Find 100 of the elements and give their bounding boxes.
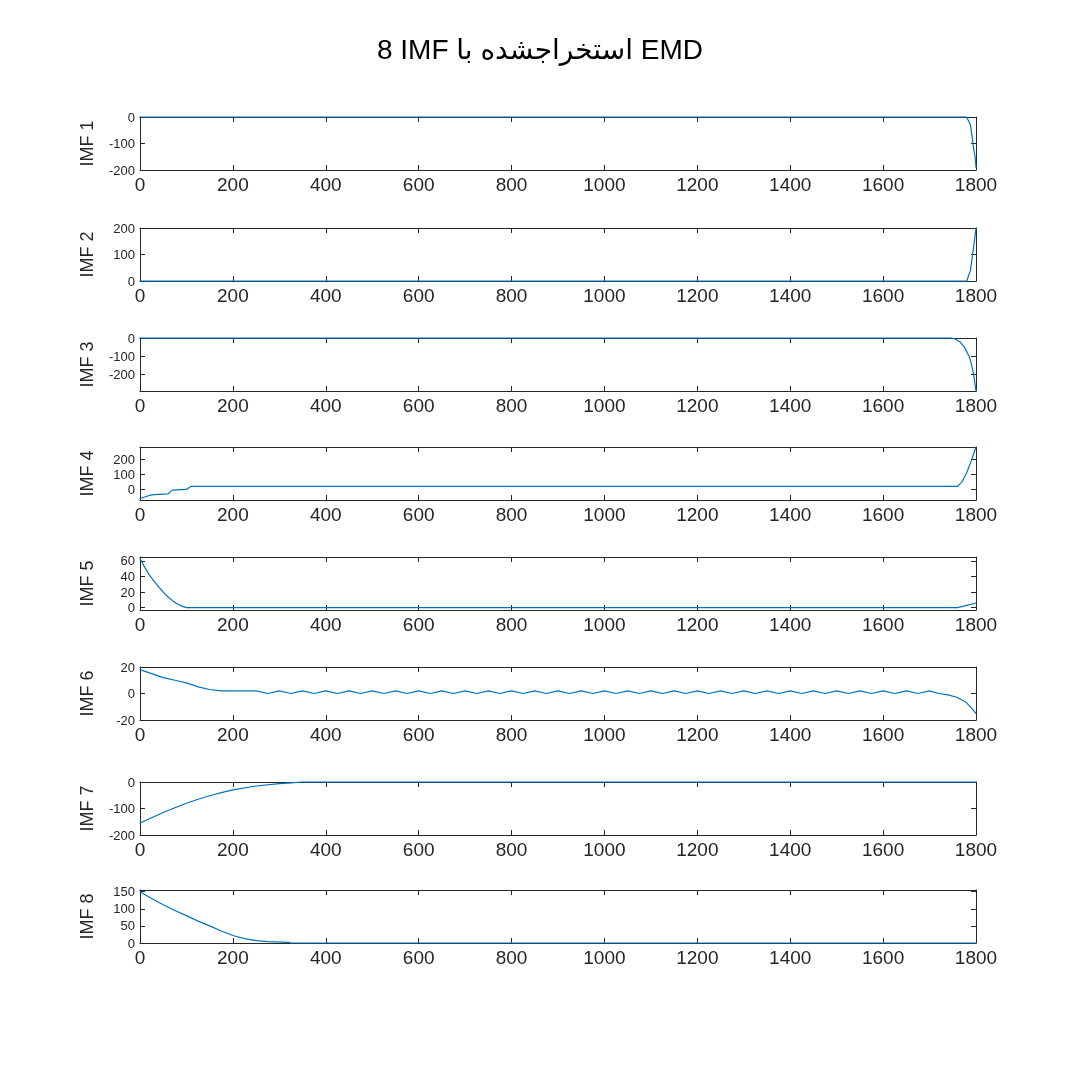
y-tick-label: 0	[127, 273, 135, 289]
y-tick-label: -200	[108, 827, 135, 843]
y-tick-label: 50	[120, 918, 135, 934]
x-tick-label: 800	[495, 947, 528, 968]
x-tick-label: 1800	[954, 724, 998, 745]
x-tick-label: 600	[402, 947, 435, 968]
x-tick-label: 1600	[861, 395, 905, 416]
line-series	[139, 227, 977, 282]
x-tick-label: 1200	[676, 839, 719, 860]
x-tick-label: 1400	[769, 724, 812, 745]
x-tick-label: 1200	[676, 285, 719, 306]
x-tick-label: 1400	[769, 395, 812, 416]
x-tick-label: 1600	[861, 174, 905, 195]
x-tick-label: 1800	[954, 174, 998, 195]
x-tick-label: 200	[217, 174, 249, 195]
x-tick-label: 200	[217, 947, 249, 968]
x-tick-label: 600	[402, 174, 435, 195]
x-tick-label: 1800	[954, 504, 998, 525]
x-tick-label: 600	[402, 724, 435, 745]
y-tick-label: 0	[127, 774, 135, 790]
x-tick-label: 400	[309, 174, 342, 195]
y-tick-label: 0	[127, 330, 135, 346]
x-tick-label: 1000	[583, 285, 626, 306]
y-axis-title: IMF 8	[77, 893, 97, 940]
x-tick-label: 800	[495, 285, 528, 306]
y-tick-label: 20	[120, 584, 135, 600]
x-tick-label: 1400	[769, 504, 812, 525]
y-axis-title: IMF 3	[77, 341, 97, 388]
x-tick-label: 1000	[583, 174, 626, 195]
x-tick-label: 1800	[954, 947, 998, 968]
y-tick-label: 40	[120, 568, 135, 584]
y-axis-title: IMF 7	[77, 785, 97, 832]
y-tick-label: -100	[108, 801, 135, 816]
x-tick-label: 200	[217, 395, 249, 416]
y-tick-label: 0	[127, 109, 135, 125]
y-tick-label: 200	[113, 451, 135, 467]
x-tick-label: 1600	[861, 504, 905, 525]
y-axis-title: IMF 1	[77, 120, 97, 167]
x-tick-label: 1200	[676, 174, 719, 195]
x-tick-label: 1600	[861, 285, 905, 306]
x-tick-label: 1200	[676, 395, 719, 416]
y-tick-label: 100	[113, 901, 135, 917]
x-tick-label: 1400	[769, 614, 812, 635]
x-tick-label: 200	[217, 285, 249, 306]
x-tick-label: 1400	[769, 947, 812, 968]
x-tick-label: 400	[309, 839, 342, 860]
x-tick-label: 1800	[954, 395, 998, 416]
y-axis-title: IMF 4	[77, 450, 97, 497]
line-series	[139, 891, 977, 944]
x-tick-label: 1800	[954, 285, 998, 306]
x-tick-label: 400	[309, 724, 342, 745]
x-tick-label: 800	[495, 724, 528, 745]
x-tick-label: 400	[309, 285, 342, 306]
y-tick-label: -20	[116, 712, 135, 728]
line-series	[139, 337, 977, 392]
x-tick-label: 1000	[583, 395, 626, 416]
x-tick-label: 800	[495, 395, 528, 416]
y-tick-label: 200	[113, 220, 135, 236]
y-tick-label: 150	[113, 884, 135, 900]
y-tick-label: 0	[127, 686, 135, 701]
x-tick-label: 600	[402, 839, 435, 860]
x-tick-label: 800	[495, 174, 528, 195]
y-tick-label: 0	[127, 481, 135, 497]
y-tick-label: -200	[108, 367, 135, 383]
x-tick-label: 1000	[583, 504, 626, 525]
x-tick-label: 1000	[583, 614, 626, 635]
x-tick-label: 400	[309, 504, 342, 525]
x-tick-label: 1200	[676, 724, 719, 745]
y-tick-label: -100	[108, 136, 135, 151]
x-tick-label: 200	[217, 839, 249, 860]
y-tick-label: 0	[127, 935, 135, 951]
x-tick-label: 600	[402, 614, 435, 635]
x-tick-label: 1000	[583, 947, 626, 968]
line-series	[139, 116, 977, 168]
y-tick-label: 100	[113, 466, 135, 482]
y-axis-title: IMF 5	[77, 560, 97, 607]
x-tick-label: 1000	[583, 724, 626, 745]
y-axis-title: IMF 6	[77, 670, 97, 717]
x-tick-label: 1800	[954, 839, 998, 860]
line-series	[139, 557, 977, 609]
x-tick-label: 600	[402, 395, 435, 416]
y-tick-label: 100	[113, 247, 135, 262]
x-tick-label: 200	[217, 724, 249, 745]
x-tick-label: 1400	[769, 839, 812, 860]
x-tick-label: 1200	[676, 614, 719, 635]
y-tick-label: 20	[120, 659, 135, 675]
y-tick-label: 0	[127, 600, 135, 616]
x-tick-label: 1600	[861, 947, 905, 968]
x-tick-label: 200	[217, 614, 249, 635]
x-tick-label: 1200	[676, 504, 719, 525]
x-tick-label: 800	[495, 504, 528, 525]
x-tick-label: 1400	[769, 285, 812, 306]
y-tick-label: -100	[108, 348, 135, 364]
line-series	[139, 446, 977, 500]
x-tick-label: 600	[402, 285, 435, 306]
y-tick-label: -200	[108, 162, 135, 178]
x-tick-label: 1400	[769, 174, 812, 195]
x-tick-label: 1200	[676, 947, 719, 968]
x-tick-label: 800	[495, 614, 528, 635]
x-tick-label: 1800	[954, 614, 998, 635]
